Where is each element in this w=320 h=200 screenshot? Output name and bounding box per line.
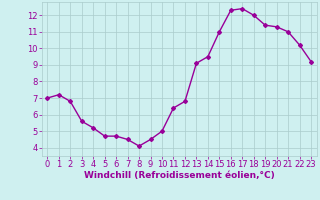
- X-axis label: Windchill (Refroidissement éolien,°C): Windchill (Refroidissement éolien,°C): [84, 171, 275, 180]
